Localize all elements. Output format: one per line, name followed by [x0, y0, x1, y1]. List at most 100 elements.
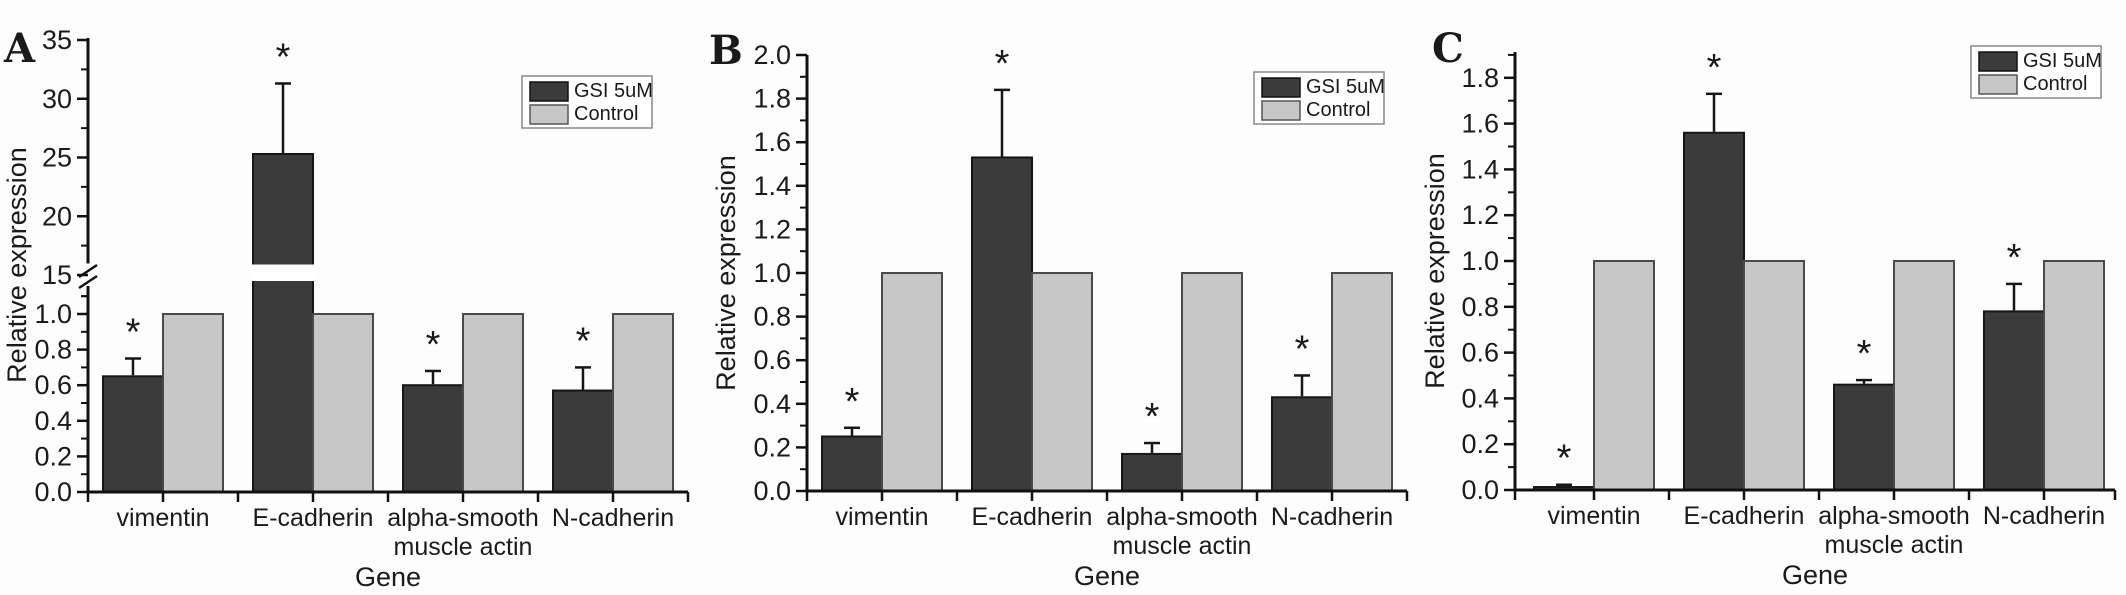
- bar-gsi-alpha-smooth-muscle-actin: [1121, 452, 1183, 493]
- y-tick-label: 25: [42, 143, 72, 173]
- bar-control-alpha-smooth-muscle-actin: [1893, 260, 1955, 491]
- bar-gsi-vimentin: [102, 375, 164, 493]
- y-tick-label: 1.2: [1461, 200, 1499, 230]
- legend-swatch-gsi: [1261, 77, 1301, 98]
- y-tick-label: 1.6: [1461, 109, 1499, 139]
- legend-label-control: Control: [1306, 99, 1370, 121]
- axis-break-gap: [251, 264, 315, 281]
- bar-gsi-n-cadherin: [1983, 310, 2045, 491]
- significance-asterisk: *: [845, 381, 860, 423]
- legend-swatch-gsi: [529, 81, 569, 102]
- y-tick-label: 1.8: [753, 84, 791, 114]
- legend-swatch-control: [529, 104, 569, 125]
- bar-control-n-cadherin: [2043, 260, 2105, 491]
- y-tick-label: 1.4: [753, 171, 791, 201]
- legend-label-control: Control: [574, 103, 638, 125]
- significance-asterisk: *: [426, 324, 441, 366]
- panel-letter: B: [709, 27, 743, 74]
- legend-swatch-gsi: [1978, 51, 2018, 72]
- significance-asterisk: *: [1145, 396, 1160, 438]
- panel-c: C Relative expression * * * * 0.0 0.2 0.4 0.6 0.8 1…: [1418, 0, 2126, 595]
- y-tick-label: 0.8: [753, 302, 791, 332]
- category-label: muscle actin: [1825, 531, 1964, 559]
- category-label: alpha-smooth: [387, 504, 538, 532]
- y-axis-label: Relative expression: [2, 147, 32, 383]
- y-tick-label: 0.2: [753, 432, 791, 462]
- significance-asterisk: *: [576, 320, 591, 362]
- panel-letter: C: [1432, 25, 1464, 72]
- axis-break-slash: [78, 274, 98, 290]
- x-axis-label: Gene: [1782, 560, 1848, 590]
- y-tick-label: 30: [42, 84, 72, 114]
- x-axis-label: Gene: [1074, 561, 1140, 591]
- bar-control-vimentin: [881, 272, 943, 492]
- bar-control-alpha-smooth-muscle-actin: [462, 313, 524, 493]
- category-label: vimentin: [1547, 502, 1640, 530]
- y-tick-label: 1.0: [1461, 246, 1499, 276]
- bar-control-vimentin: [1593, 260, 1655, 491]
- bar-control-n-cadherin: [612, 313, 674, 493]
- category-label: E-cadherin: [253, 504, 374, 532]
- y-tick-label: 1.0: [753, 258, 791, 288]
- significance-asterisk: *: [1707, 47, 1722, 89]
- category-label: N-cadherin: [1983, 502, 2105, 530]
- category-label: alpha-smooth: [1106, 503, 1257, 531]
- y-tick-label: 0.0: [753, 476, 791, 506]
- y-tick-label: 0.4: [1461, 383, 1499, 413]
- error-bars: * * * *: [1556, 47, 2022, 487]
- category-label: N-cadherin: [552, 504, 674, 532]
- axes: 0.0 0.2 0.4 0.6 0.8 1.0 15 20 25 30 35 vimentin E-ca…: [34, 25, 690, 592]
- y-tick-label: 2.0: [753, 40, 791, 70]
- y-tick-label: 0.8: [1461, 292, 1499, 322]
- category-label: muscle actin: [1113, 532, 1252, 560]
- significance-asterisk: *: [1295, 328, 1310, 370]
- bar-control-e-cadherin: [1031, 272, 1093, 492]
- bar-gsi-e-cadherin: [252, 152, 314, 493]
- bar-gsi-vimentin: [821, 435, 883, 492]
- y-tick-label: 15: [42, 260, 72, 290]
- category-label: E-cadherin: [972, 503, 1093, 531]
- bar-control-e-cadherin: [312, 313, 374, 493]
- y-tick-label: 1.8: [1461, 63, 1499, 93]
- y-tick-label: 0.2: [1461, 429, 1499, 459]
- y-tick-label: 1.0: [34, 299, 72, 329]
- significance-asterisk: *: [1557, 438, 1572, 480]
- bars: [102, 152, 674, 494]
- significance-asterisk: *: [2007, 237, 2022, 279]
- y-tick-label: 0.0: [34, 477, 72, 507]
- legend-label-gsi: GSI 5uM: [2023, 50, 2102, 72]
- x-axis-label: Gene: [355, 562, 421, 592]
- y-tick-label: 20: [42, 201, 72, 231]
- bar-control-e-cadherin: [1743, 260, 1805, 491]
- panel-b: B Relative expression * * * * 0.0 0.2 0.4 0.6 0.8 1…: [709, 0, 1418, 595]
- bar-control-vimentin: [162, 313, 224, 493]
- panel-letter: A: [3, 25, 36, 72]
- significance-asterisk: *: [276, 36, 291, 78]
- panel-a: A Relative expression * * * * 0.0 0.2 0.4 0.6 0.8 1…: [0, 0, 709, 595]
- category-label: N-cadherin: [1271, 503, 1393, 531]
- y-tick-label: 0.4: [34, 406, 72, 436]
- y-tick-label: 0.0: [1461, 475, 1499, 505]
- y-tick-label: 0.6: [1461, 338, 1499, 368]
- y-tick-label: 0.4: [753, 389, 791, 419]
- bar-control-n-cadherin: [1331, 272, 1393, 492]
- legend-swatch-control: [1261, 100, 1301, 121]
- y-tick-label: 35: [42, 25, 72, 55]
- legend-box: [521, 75, 653, 129]
- bar-gsi-alpha-smooth-muscle-actin: [1833, 383, 1895, 491]
- category-label: E-cadherin: [1684, 502, 1805, 530]
- bar-gsi-e-cadherin: [971, 156, 1033, 493]
- significance-asterisk: *: [995, 43, 1010, 85]
- y-tick-label: 0.8: [34, 335, 72, 365]
- legend-label-gsi: GSI 5uM: [574, 80, 653, 102]
- bar-gsi-alpha-smooth-muscle-actin: [402, 384, 464, 494]
- chart-b: B Relative expression * * * * 0.0 0.2 0.4 0.6 0.8 1…: [709, 27, 1409, 591]
- y-axis-label: Relative expression: [1420, 153, 1450, 389]
- bar-control-alpha-smooth-muscle-actin: [1181, 272, 1243, 492]
- y-tick-label: 0.2: [34, 441, 72, 471]
- bar-gsi-e-cadherin: [1683, 131, 1745, 491]
- axes: 0.0 0.2 0.4 0.6 0.8 1.0 1.2 1.4 1.6 1.8 2.0 vimenti…: [753, 40, 1409, 591]
- bar-gsi-n-cadherin: [552, 389, 614, 494]
